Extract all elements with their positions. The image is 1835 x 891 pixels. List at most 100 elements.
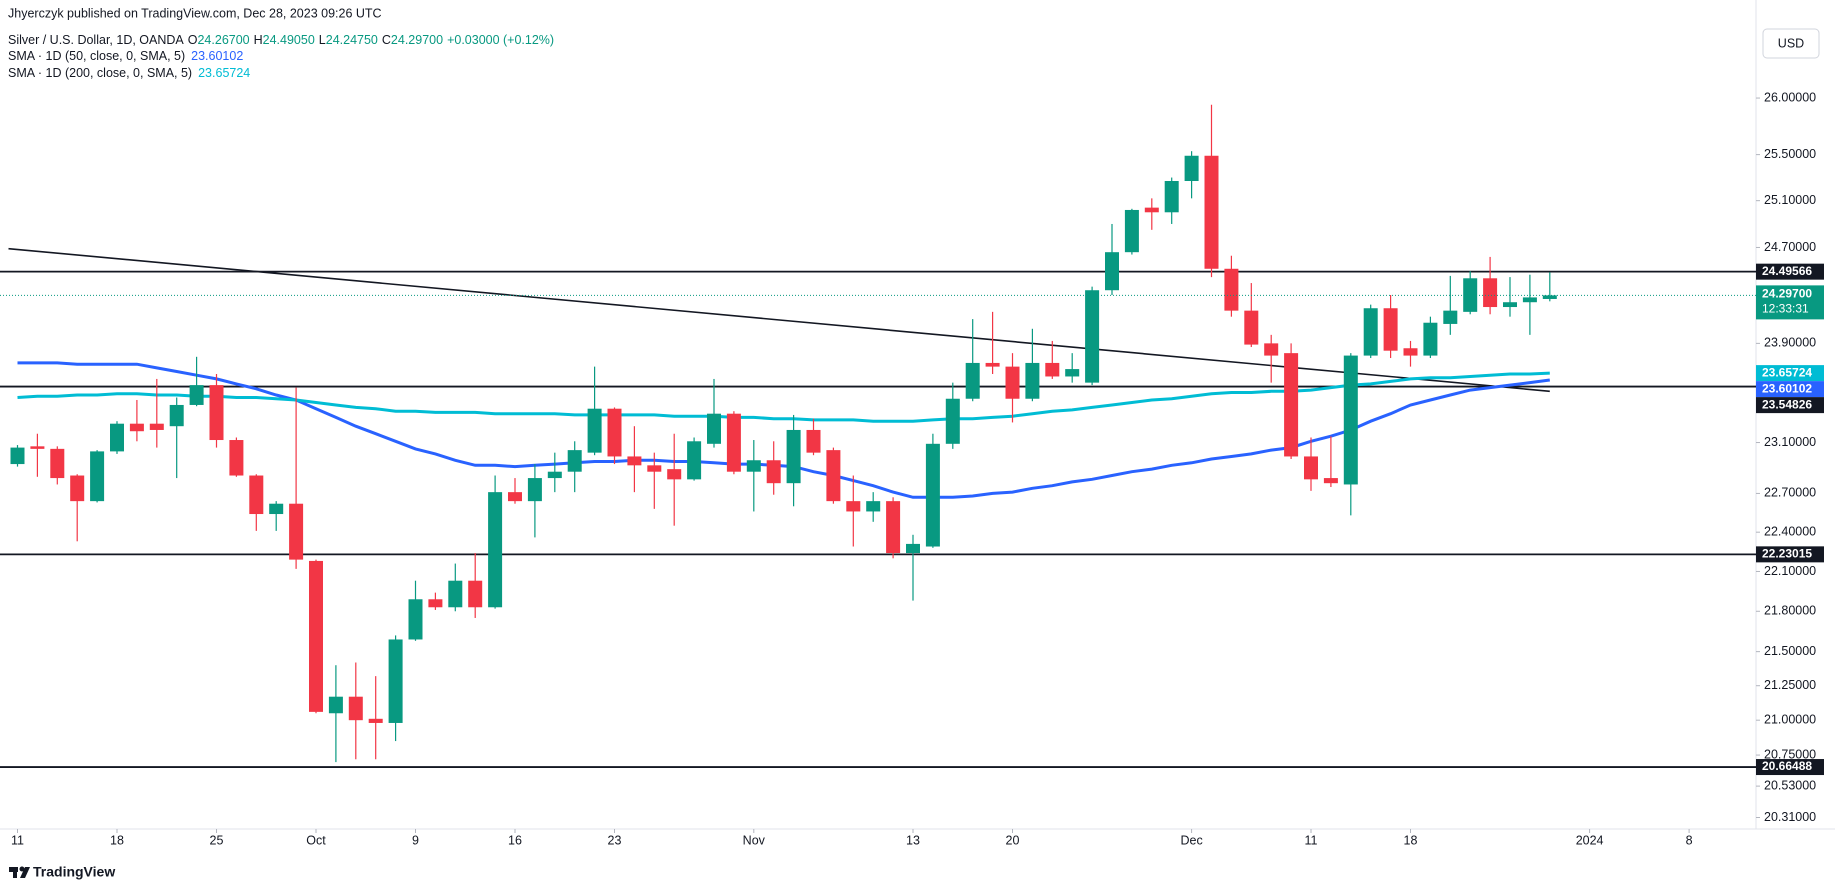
candle-body [249, 475, 264, 515]
candle-body [328, 696, 343, 714]
brand-icon [20, 867, 30, 878]
candle-body [707, 413, 721, 444]
indicator-legend: SMA · 1D (200, close, 0, SMA, 5) 23.65724 [8, 66, 250, 80]
y-tick-label: 24.70000 [1764, 240, 1816, 254]
candle-body [1343, 355, 1358, 485]
candle-body [169, 404, 184, 427]
candle-body [30, 446, 45, 449]
candle-body [627, 456, 642, 466]
candle-body [1323, 478, 1338, 484]
x-tick-label: 9 [412, 833, 419, 847]
candle-body [1403, 348, 1418, 356]
candle-body [50, 448, 65, 479]
candle-body [1224, 268, 1239, 311]
price-badge [1756, 263, 1824, 280]
candle-body [1383, 308, 1398, 351]
brand-icon [13, 867, 17, 878]
price-badge-label: 23.65724 [1762, 365, 1812, 379]
y-tick-label: 20.31000 [1764, 810, 1816, 824]
candle-body [1085, 290, 1100, 383]
last-price-label: 24.29700 [1762, 287, 1812, 301]
candle-body [1244, 310, 1259, 345]
candle-body [726, 413, 741, 472]
y-tick-label: 25.10000 [1764, 193, 1816, 207]
symbol-title: Silver / U.S. Dollar, 1D, OANDA [8, 33, 184, 47]
brand-icon [19, 866, 25, 872]
currency-label[interactable]: USD [1778, 36, 1804, 50]
y-tick-label: 26.00000 [1764, 90, 1816, 104]
candle-body [1005, 366, 1020, 399]
y-tick-label: 23.10000 [1764, 435, 1816, 449]
candle-body [1483, 278, 1498, 308]
price-badge-label: 24.49566 [1762, 264, 1812, 278]
candle-body [886, 501, 901, 554]
candle-body [1025, 362, 1040, 399]
candle-body [647, 465, 662, 472]
y-tick-label: 22.70000 [1764, 486, 1816, 500]
x-tick-label: 18 [1404, 833, 1418, 847]
x-tick-label: 16 [508, 833, 522, 847]
candle-body [269, 503, 284, 515]
indicator-name: SMA · 1D (50, close, 0, SMA, 5) [8, 49, 185, 63]
price-badge [1756, 381, 1824, 398]
candle-body [508, 492, 522, 502]
candle-body [925, 443, 940, 547]
x-tick-label: Dec [1180, 833, 1202, 847]
candle-body [607, 408, 622, 457]
candle-body [129, 423, 144, 432]
countdown-label: 12:33:31 [1762, 302, 1809, 316]
candle-body [1204, 155, 1219, 269]
indicator-name: SMA · 1D (200, close, 0, SMA, 5) [8, 66, 192, 80]
candle-body [10, 447, 25, 465]
y-tick-label: 21.50000 [1764, 644, 1816, 658]
ohlc-key: C [382, 33, 391, 47]
price-badge [1756, 365, 1824, 382]
y-tick-label: 21.25000 [1764, 678, 1816, 692]
y-tick-label: 20.75000 [1764, 747, 1816, 761]
candle-body [945, 398, 960, 444]
x-tick-label: 13 [906, 833, 920, 847]
price-badge [1756, 759, 1824, 776]
y-tick-label: 23.90000 [1764, 336, 1816, 350]
candle-body [488, 492, 503, 608]
candle-body [547, 471, 562, 479]
candle-body [1105, 252, 1119, 291]
y-tick-label: 20.53000 [1764, 778, 1816, 792]
candle-body [1284, 353, 1299, 457]
x-tick-label: Nov [743, 833, 766, 847]
ohlc-value: 24.49050 [263, 33, 315, 47]
candle-body [1522, 297, 1537, 303]
price-badge [1756, 546, 1824, 563]
currency-button[interactable] [1762, 28, 1820, 59]
candle-body [786, 429, 801, 484]
y-tick-label: 22.40000 [1764, 524, 1816, 538]
candle-body [1503, 302, 1517, 308]
candle-body [1423, 322, 1438, 356]
candle-body [468, 580, 483, 608]
ohlc-key: H [254, 33, 263, 47]
candle-body [70, 475, 85, 502]
candle-body [110, 423, 124, 452]
candle-body [687, 441, 702, 480]
indicator-legend: SMA · 1D (50, close, 0, SMA, 5) 23.60102 [8, 49, 243, 63]
candle-body [826, 450, 841, 502]
candle-body [90, 451, 105, 502]
x-tick-label: 11 [11, 833, 24, 847]
candle-body [229, 440, 244, 476]
candle-body [866, 501, 881, 512]
x-tick-label: Oct [306, 833, 326, 847]
ohlc-value: 24.29700 [391, 33, 443, 47]
ohlc-key: L [319, 33, 326, 47]
x-tick-label: 20 [1006, 833, 1020, 847]
indicator-value: 23.60102 [191, 49, 243, 63]
change-value: +0.03000 (+0.12%) [447, 33, 554, 47]
candle-body [587, 408, 602, 453]
candle-body [766, 460, 781, 484]
candle-body [209, 385, 224, 441]
x-tick-label: 8 [1686, 833, 1693, 847]
x-tick-label: 2024 [1576, 833, 1604, 847]
candle-body [1443, 310, 1458, 324]
x-tick-label: 11 [1305, 833, 1318, 847]
candle-body [965, 362, 980, 399]
